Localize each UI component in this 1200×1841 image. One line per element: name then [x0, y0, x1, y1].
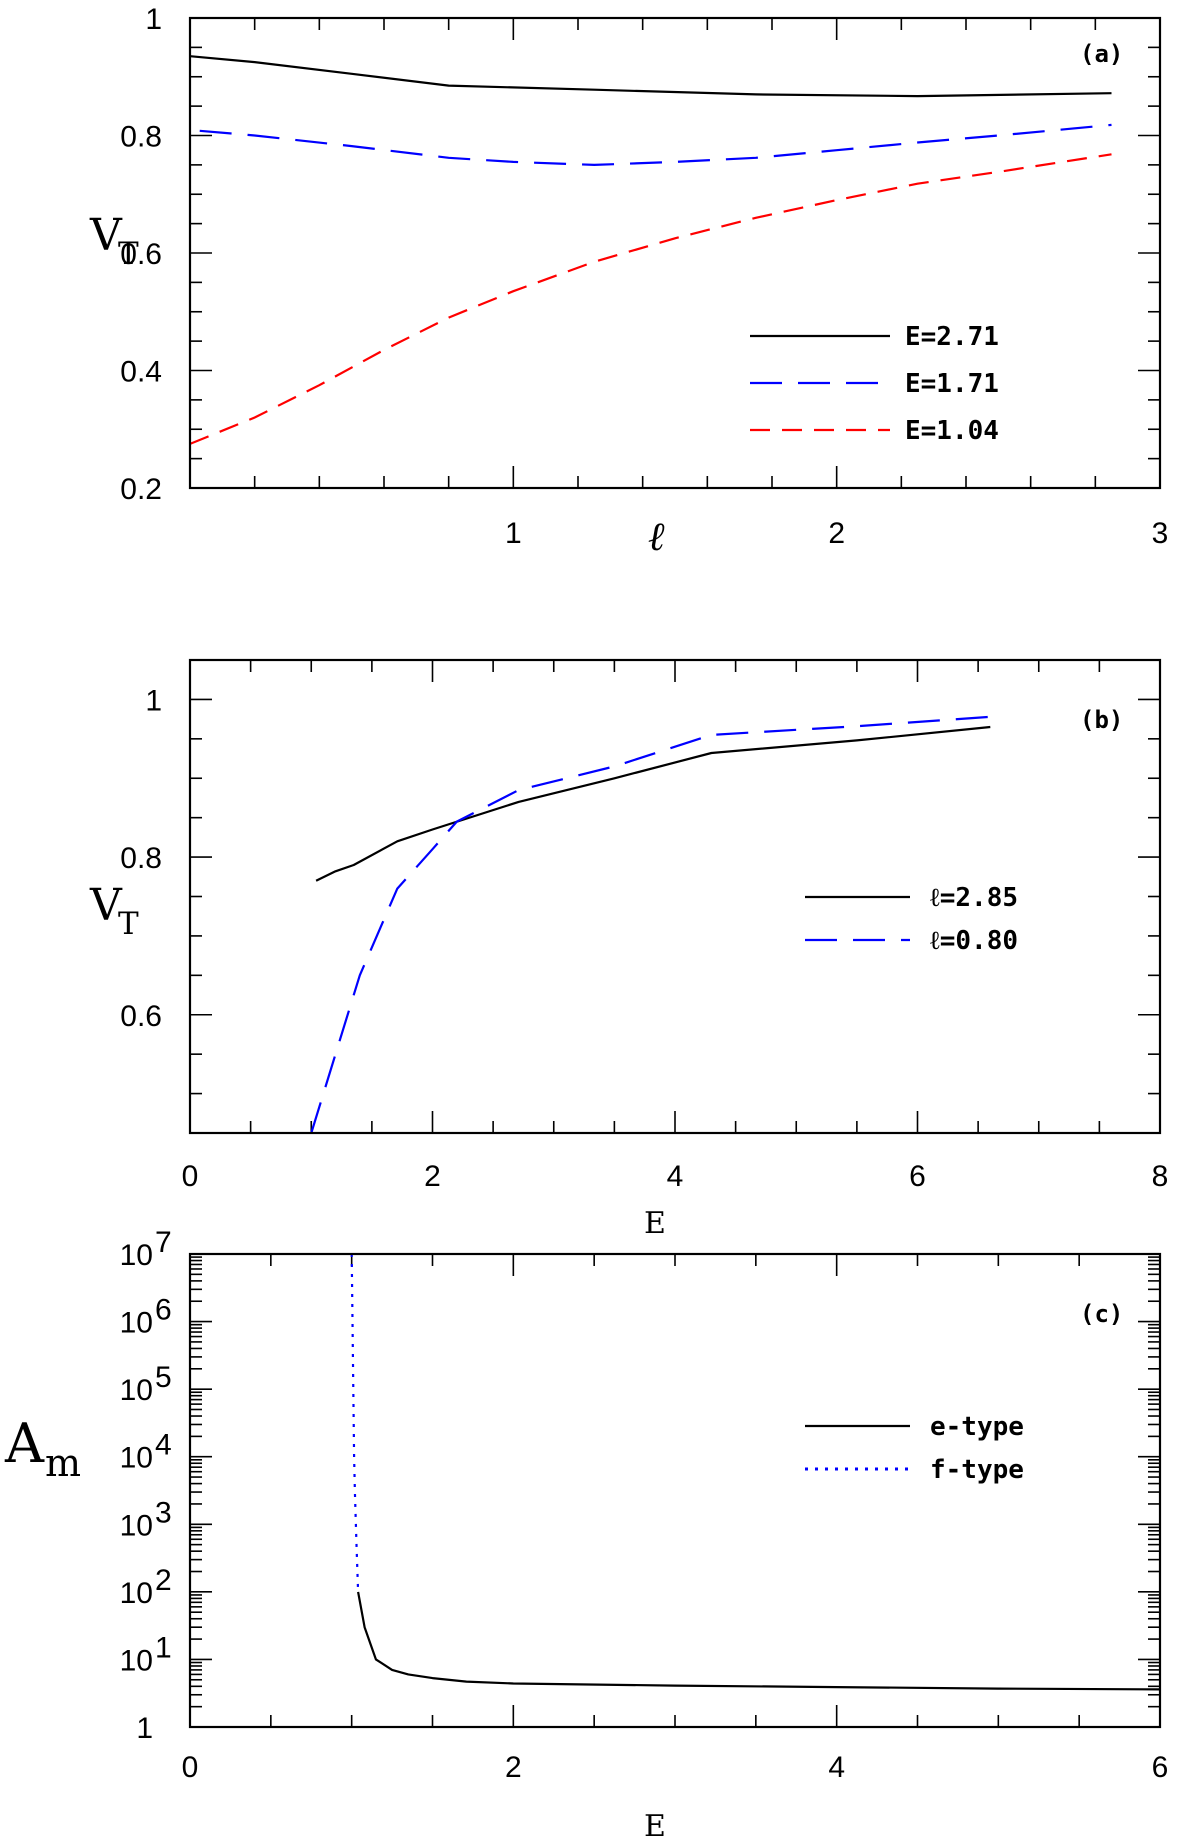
- x-axis-label: E: [644, 1206, 666, 1241]
- x-tick-label: 2: [424, 1160, 441, 1193]
- series-group: [350, 1254, 1160, 1691]
- y-tick-label: 1: [145, 684, 162, 717]
- x-tick-label: 1: [505, 517, 522, 550]
- x-tick-label: 3: [1152, 517, 1169, 550]
- y-tick-label: 10: [120, 1239, 153, 1272]
- y-axis-label: A: [4, 1412, 45, 1475]
- y-tick-label: 0.8: [120, 121, 162, 154]
- y-tick-label: 1: [145, 3, 162, 36]
- series-line-ℓ=2.85: [315, 725, 991, 882]
- series-line-E=1.71: [199, 123, 1112, 166]
- x-tick-label: 4: [667, 1160, 684, 1193]
- y-tick-exponent: 4: [155, 1429, 172, 1462]
- y-tick-exponent: 7: [155, 1226, 172, 1259]
- y-tick-label: 10: [120, 1644, 153, 1677]
- series-group: [310, 715, 991, 1133]
- panel-label: (b): [1080, 706, 1123, 734]
- y-tick-label: 0.6: [120, 238, 162, 271]
- series-line-E=2.71: [190, 55, 1112, 98]
- legend-label: ℓ=0.80: [930, 926, 1018, 956]
- x-tick-label: 2: [828, 517, 845, 550]
- plot-frame: [188, 1252, 1162, 1729]
- x-tick-label: 6: [909, 1160, 926, 1193]
- plot-frame: [188, 658, 1162, 1135]
- y-tick-exponent: 6: [155, 1294, 172, 1327]
- y-axis-label: V: [89, 210, 123, 261]
- y-tick-label: 10: [120, 1442, 153, 1475]
- legend-label: ℓ=2.85: [930, 883, 1018, 913]
- y-axis-label-subscript: T: [118, 236, 139, 272]
- series-line-ℓ=0.80: [310, 715, 991, 1133]
- series-line-e-type: [357, 1591, 1160, 1691]
- y-tick-label: 0.8: [120, 842, 162, 875]
- x-tick-label: 0: [182, 1751, 199, 1784]
- x-tick-label: 4: [828, 1751, 845, 1784]
- y-axis-label-subscript: m: [45, 1441, 81, 1485]
- y-tick-label: 0.4: [120, 356, 162, 389]
- series-line-f-type: [350, 1254, 360, 1592]
- y-tick-label: 10: [120, 1577, 153, 1610]
- legend-label: E=1.04: [905, 416, 999, 446]
- x-tick-label: 2: [505, 1751, 522, 1784]
- y-axis-label-subscript: T: [118, 906, 139, 942]
- y-tick-label: 0.6: [120, 1000, 162, 1033]
- y-tick-label: 1: [136, 1712, 153, 1745]
- legend-label: f-type: [930, 1455, 1024, 1485]
- x-axis-label: ℓ: [648, 513, 665, 560]
- plot-frame: [188, 16, 1162, 490]
- panel-b: 0 2 4 6 8 0.6 0.8 1 ℓ=2.85 ℓ=0.80 (b) E VT: [89, 658, 1169, 1241]
- y-tick-label: 10: [120, 1509, 153, 1542]
- x-axis-label: E: [644, 1809, 666, 1841]
- legend-label: E=2.71: [905, 322, 999, 352]
- legend-label: E=1.71: [905, 369, 999, 399]
- y-tick-exponent: 2: [155, 1564, 172, 1597]
- panel-a: 1 2 3 0.2 0.4 0.6 0.8 1 E=2.71 E=1.71 E=1.04 (a) ℓ VT: [89, 3, 1168, 560]
- x-tick-label: 6: [1152, 1751, 1169, 1784]
- y-tick-label: 10: [120, 1307, 153, 1340]
- panel-label: (a): [1080, 40, 1123, 68]
- y-tick-label: 10: [120, 1374, 153, 1407]
- y-tick-exponent: 3: [155, 1496, 172, 1529]
- series-line-E=1.04: [190, 153, 1112, 445]
- y-axis-label: V: [89, 880, 123, 931]
- panel-label: (c): [1080, 1300, 1123, 1328]
- y-tick-exponent: 5: [155, 1361, 172, 1394]
- y-tick-label: 0.2: [120, 473, 162, 506]
- legend-label: e-type: [930, 1412, 1024, 1442]
- x-tick-label: 8: [1152, 1160, 1169, 1193]
- series-group: [190, 55, 1112, 445]
- y-tick-exponent: 1: [155, 1631, 172, 1664]
- x-tick-label: 0: [182, 1160, 199, 1193]
